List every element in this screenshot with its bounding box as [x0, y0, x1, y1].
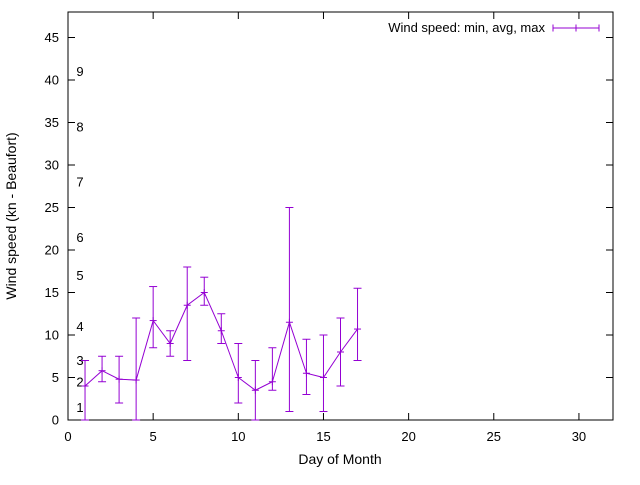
beaufort-label: 1 — [76, 400, 83, 415]
x-axis-title: Day of Month — [298, 451, 381, 467]
plot-border — [67, 11, 614, 421]
beaufort-label: 2 — [76, 374, 83, 389]
x-tick-label: 25 — [487, 429, 501, 444]
beaufort-label: 4 — [76, 319, 83, 334]
legend-label: Wind speed: min, avg, max — [388, 20, 545, 35]
x-tick-label: 15 — [316, 429, 330, 444]
y-tick-label: 45 — [45, 30, 59, 45]
x-tick-label: 0 — [64, 429, 71, 444]
x-tick-label: 30 — [572, 429, 586, 444]
beaufort-label: 9 — [76, 64, 83, 79]
y-axis-title: Wind speed (kn - Beaufort) — [3, 132, 19, 299]
beaufort-label: 8 — [76, 119, 83, 134]
y-tick-label: 25 — [45, 200, 59, 215]
y-tick-label: 5 — [52, 370, 59, 385]
x-tick-label: 5 — [150, 429, 157, 444]
y-tick-label: 15 — [45, 285, 59, 300]
y-tick-label: 10 — [45, 328, 59, 343]
y-tick-label: 40 — [45, 73, 59, 88]
beaufort-label: 5 — [76, 268, 83, 283]
y-tick-label: 0 — [52, 413, 59, 428]
beaufort-label: 7 — [76, 175, 83, 190]
x-tick-label: 20 — [401, 429, 415, 444]
y-tick-label: 35 — [45, 115, 59, 130]
beaufort-label: 3 — [76, 353, 83, 368]
y-tick-label: 30 — [45, 158, 59, 173]
beaufort-label: 6 — [76, 230, 83, 245]
x-tick-label: 10 — [231, 429, 245, 444]
y-tick-label: 20 — [45, 243, 59, 258]
